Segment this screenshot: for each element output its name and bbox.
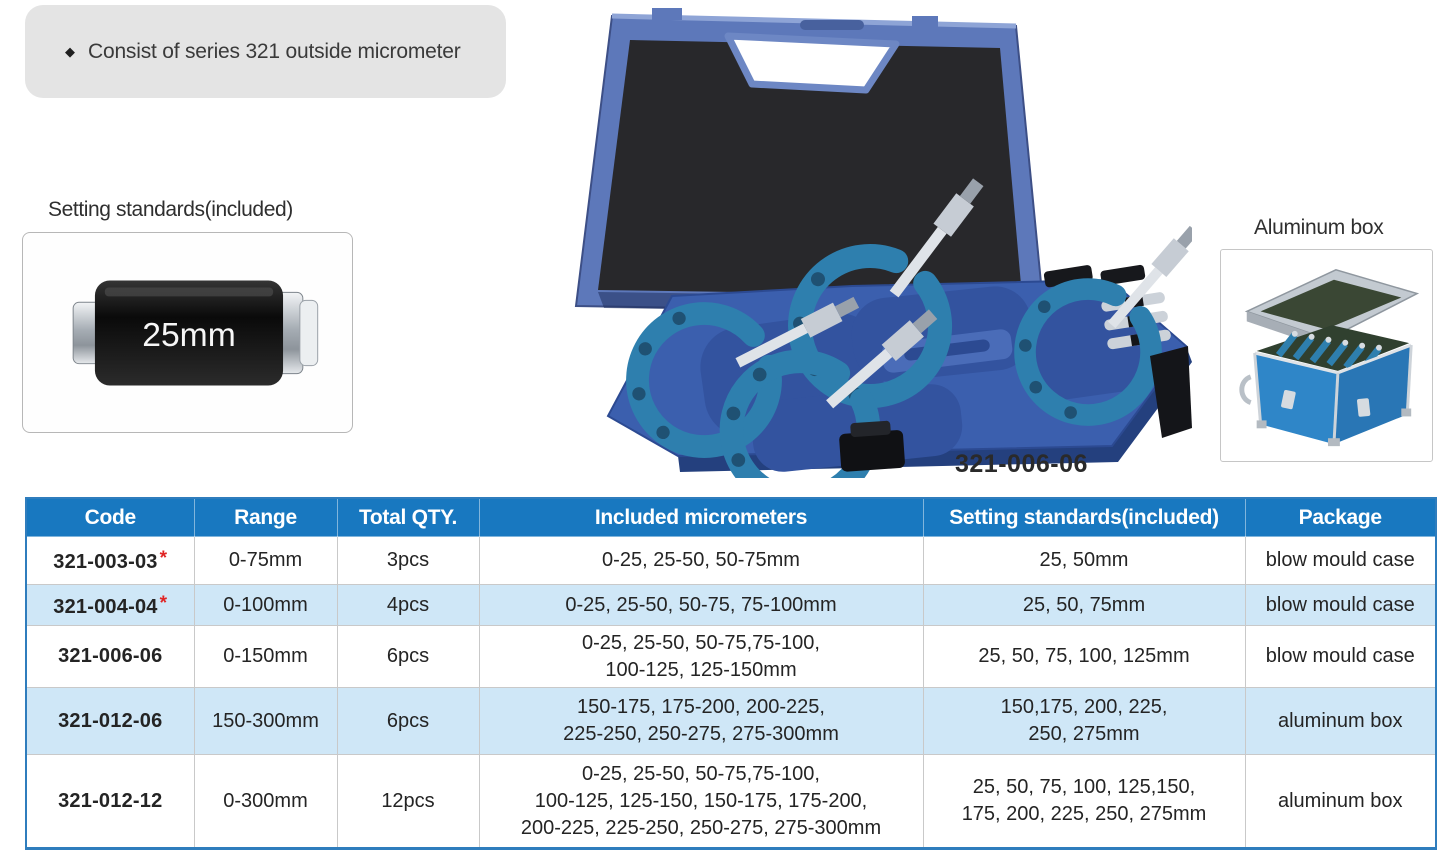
qty-cell: 6pcs xyxy=(336,625,480,688)
product-code-caption: 321-006-06 xyxy=(955,450,1088,478)
standards-cell: 25, 50mm xyxy=(922,536,1246,585)
column-header-standards: Setting standards(included) xyxy=(922,497,1246,537)
package-cell: aluminum box xyxy=(1244,687,1437,755)
package-cell: blow mould case xyxy=(1244,536,1437,585)
table-row: 321-006-06 0-150mm 6pcs 0-25, 25-50, 50-… xyxy=(25,625,1437,688)
aluminum-box-label: Aluminum box xyxy=(1254,216,1384,239)
standard-size-text: 25mm xyxy=(142,317,236,354)
package-cell: blow mould case xyxy=(1244,625,1437,688)
range-cell: 0-75mm xyxy=(193,536,338,585)
aluminum-box-image-frame xyxy=(1220,249,1433,462)
case-lid xyxy=(574,8,1046,316)
feature-note: ◆ Consist of series 321 outside micromet… xyxy=(25,5,506,98)
feature-note-text: Consist of series 321 outside micrometer xyxy=(88,39,461,63)
boxed-micrometers xyxy=(1275,330,1382,372)
column-header-qty: Total QTY. xyxy=(336,497,480,537)
column-header-package: Package xyxy=(1244,497,1437,537)
standards-cell: 150,175, 200, 225, 250, 275mm xyxy=(922,687,1246,755)
aluminum-box-image xyxy=(1239,269,1420,447)
table-row: 321-003-03 * 0-75mm 3pcs 0-25, 25-50, 50-… xyxy=(25,536,1437,585)
table-row: 321-012-06 150-300mm 6pcs 150-175, 175-2… xyxy=(25,687,1437,755)
diamond-bullet-icon: ◆ xyxy=(65,44,75,59)
standard-cylinder: 25mm xyxy=(72,280,319,386)
micrometers-cell: 150-175, 175-200, 200-225, 225-250, 250-2… xyxy=(478,687,924,755)
table-row: 321-012-12 0-300mm 12pcs 0-25, 25-50, 50… xyxy=(25,754,1437,849)
limited-star-icon: * xyxy=(159,548,168,569)
table-row: 321-004-04 * 0-100mm 4pcs 0-25, 25-50, 50… xyxy=(25,584,1437,626)
standards-cell: 25, 50, 75mm xyxy=(922,584,1246,626)
column-header-range: Range xyxy=(193,497,338,537)
code-cell: 321-012-12 xyxy=(25,754,195,849)
micrometers-cell: 0-25, 25-50, 50-75,75-100, 100-125, 125-1… xyxy=(478,625,924,688)
table-header-row: Code Range Total QTY. Included micromete… xyxy=(25,497,1437,537)
range-cell: 0-300mm xyxy=(193,754,338,849)
micrometers-cell: 0-25, 25-50, 50-75, 75-100mm xyxy=(478,584,924,626)
setting-standard-image: 25mm xyxy=(72,280,319,386)
main-product-image xyxy=(552,0,1192,478)
spec-table: Code Range Total QTY. Included micromete… xyxy=(25,497,1437,850)
range-cell: 0-150mm xyxy=(193,625,338,688)
code-cell: 321-003-03 * xyxy=(25,536,195,585)
package-cell: aluminum box xyxy=(1244,754,1437,849)
setting-standard-image-frame: 25mm xyxy=(22,232,353,433)
box-handle xyxy=(1239,374,1252,405)
standards-cell: 25, 50, 75, 100, 125,150, 175, 200, 225, … xyxy=(922,754,1246,849)
case-side-latch xyxy=(1150,346,1192,438)
box-latch xyxy=(1357,398,1371,417)
standards-cell: 25, 50, 75, 100, 125mm xyxy=(922,625,1246,688)
qty-cell: 6pcs xyxy=(336,687,480,755)
code-cell: 321-012-06 xyxy=(25,687,195,755)
column-header-code: Code xyxy=(25,497,195,537)
setting-standards-label: Setting standards(included) xyxy=(48,198,293,221)
micrometers-cell: 0-25, 25-50, 50-75mm xyxy=(478,536,924,585)
micrometers-cell: 0-25, 25-50, 50-75,75-100, 100-125, 125-1… xyxy=(478,754,924,849)
range-cell: 150-300mm xyxy=(193,687,338,755)
code-cell: 321-004-04 * xyxy=(25,584,195,626)
package-cell: blow mould case xyxy=(1244,584,1437,626)
code-cell: 321-006-06 xyxy=(25,625,195,688)
limited-star-icon: * xyxy=(159,592,168,614)
case-front-latch xyxy=(839,420,905,472)
column-header-micrometers: Included micrometers xyxy=(478,497,924,537)
case-handle-cutout xyxy=(724,32,900,94)
qty-cell: 12pcs xyxy=(336,754,480,849)
lid-foam xyxy=(598,40,1022,296)
box-latch xyxy=(1281,389,1296,410)
case-base-tray xyxy=(606,182,1192,478)
range-cell: 0-100mm xyxy=(193,584,338,626)
qty-cell: 3pcs xyxy=(336,536,480,585)
qty-cell: 4pcs xyxy=(336,584,480,626)
